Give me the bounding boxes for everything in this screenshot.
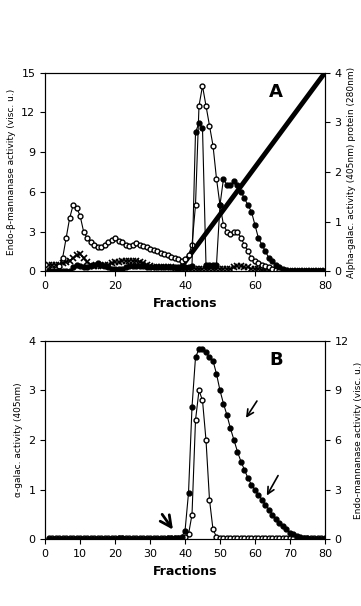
- Y-axis label: Endo-β-mannanase activity (visc. u.): Endo-β-mannanase activity (visc. u.): [7, 89, 16, 255]
- X-axis label: Fractions: Fractions: [153, 565, 217, 578]
- Y-axis label: α-galac. activity (405nm): α-galac. activity (405nm): [14, 383, 23, 498]
- Y-axis label: Alpha-galac. activity (405nm) protein (280nm): Alpha-galac. activity (405nm) protein (2…: [347, 67, 356, 278]
- Y-axis label: Endo-mannanase activity (visc. u.): Endo-mannanase activity (visc. u.): [354, 361, 361, 519]
- X-axis label: Fractions: Fractions: [153, 296, 217, 310]
- Text: A: A: [269, 82, 283, 101]
- Text: B: B: [269, 351, 283, 368]
